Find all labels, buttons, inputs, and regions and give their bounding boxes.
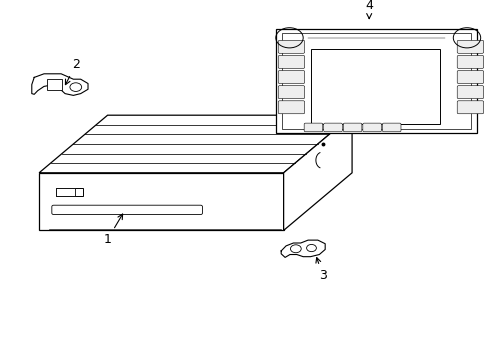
Text: 2: 2 xyxy=(65,58,80,85)
FancyBboxPatch shape xyxy=(362,123,381,132)
Bar xyxy=(310,49,439,124)
FancyBboxPatch shape xyxy=(52,205,202,215)
Circle shape xyxy=(290,245,301,253)
FancyBboxPatch shape xyxy=(343,123,361,132)
Bar xyxy=(282,33,470,129)
FancyBboxPatch shape xyxy=(278,40,304,53)
Text: 1: 1 xyxy=(103,214,122,246)
Text: 3: 3 xyxy=(315,258,326,282)
FancyBboxPatch shape xyxy=(456,55,483,68)
FancyBboxPatch shape xyxy=(304,123,322,132)
FancyBboxPatch shape xyxy=(278,55,304,68)
FancyBboxPatch shape xyxy=(456,71,483,84)
Bar xyxy=(276,29,476,133)
FancyBboxPatch shape xyxy=(278,71,304,84)
Text: 4: 4 xyxy=(365,0,372,19)
FancyBboxPatch shape xyxy=(323,123,342,132)
Circle shape xyxy=(70,83,81,91)
Polygon shape xyxy=(39,115,351,173)
Polygon shape xyxy=(39,173,283,230)
Bar xyxy=(56,188,75,196)
Bar xyxy=(56,188,83,196)
Polygon shape xyxy=(283,115,351,230)
FancyBboxPatch shape xyxy=(456,101,483,114)
FancyBboxPatch shape xyxy=(278,101,304,114)
FancyBboxPatch shape xyxy=(456,40,483,53)
Bar xyxy=(47,79,62,90)
Circle shape xyxy=(306,244,316,252)
FancyBboxPatch shape xyxy=(382,123,400,132)
FancyBboxPatch shape xyxy=(278,86,304,99)
FancyBboxPatch shape xyxy=(456,86,483,99)
